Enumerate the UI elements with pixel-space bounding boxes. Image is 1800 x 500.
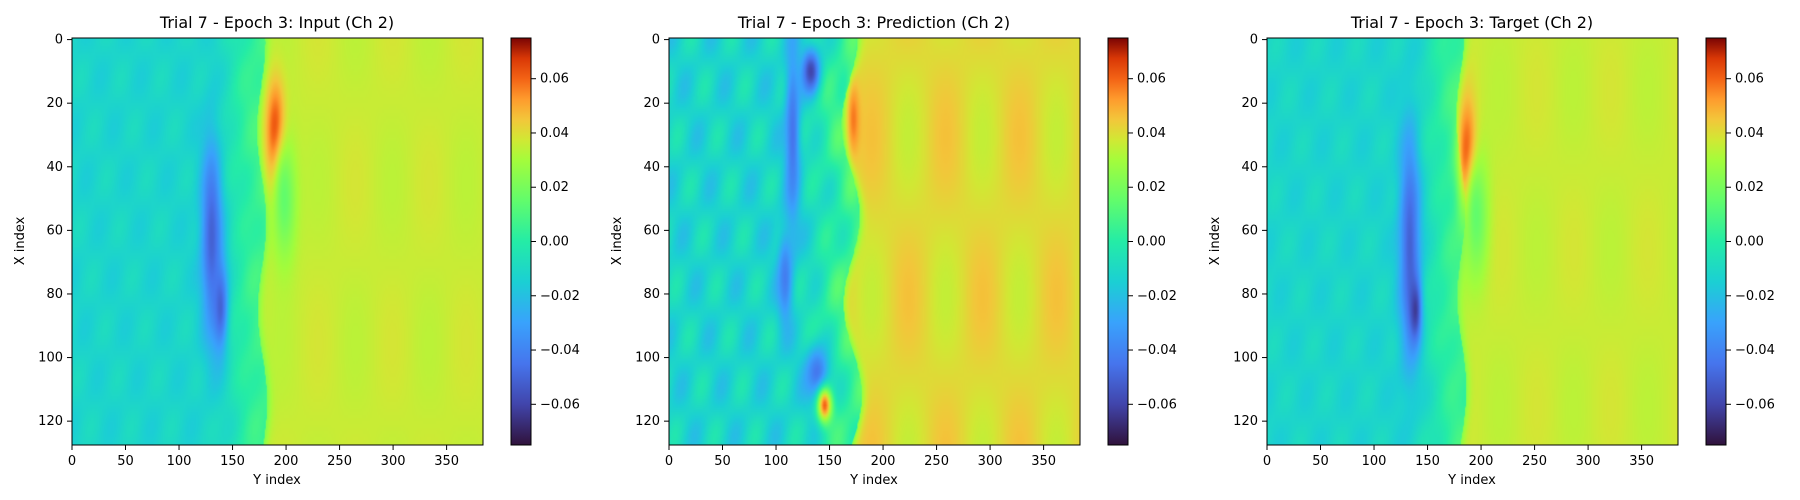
colorbar: [1706, 38, 1726, 445]
x-tick-label: 150: [220, 454, 245, 469]
colorbar-tick-label: 0.00: [540, 235, 569, 250]
heatmap-panel-target: Trial 7 - Epoch 3: Target (Ch 2) Y index…: [1208, 13, 1775, 488]
x-tick-label: 50: [117, 454, 134, 469]
x-ticks: 0 50 100 150 200 250 300 350: [1263, 445, 1654, 469]
y-tick-label: 120: [1233, 414, 1258, 429]
x-tick-label: 250: [1522, 454, 1547, 469]
x-axis-label: Y index: [1447, 473, 1496, 488]
y-tick-label: 100: [635, 351, 660, 366]
colorbar-ticks: 0.06 0.04 0.02 0.00 −0.02 −0.04 −0.06: [1726, 72, 1775, 412]
x-ticks: 0 50 100 150 200 250 300 350: [665, 445, 1056, 469]
x-tick-label: 200: [1469, 454, 1494, 469]
y-tick-label: 20: [1241, 96, 1258, 111]
colorbar-tick-label: −0.02: [1137, 289, 1177, 304]
y-tick-label: 0: [55, 33, 63, 48]
x-tick-label: 0: [1263, 454, 1271, 469]
x-tick-label: 150: [817, 454, 842, 469]
x-tick-label: 200: [871, 454, 896, 469]
plot-frame: [71, 37, 484, 446]
y-tick-label: 120: [38, 414, 63, 429]
y-tick-label: 60: [46, 223, 63, 238]
colorbar: [1108, 38, 1128, 445]
x-tick-label: 350: [1031, 454, 1056, 469]
colorbar-tick-label: 0.02: [1137, 180, 1166, 195]
x-ticks: 0 50 100 150 200 250 300 350: [68, 445, 459, 469]
x-tick-label: 0: [68, 454, 76, 469]
y-tick-label: 40: [1241, 160, 1258, 175]
colorbar-tick-label: −0.04: [1137, 343, 1177, 358]
heatmap-image: [669, 38, 1080, 445]
x-axis-label: Y index: [849, 473, 898, 488]
y-axis-label: X index: [610, 216, 625, 265]
x-tick-label: 350: [1629, 454, 1654, 469]
heatmap-panel-prediction: Trial 7 - Epoch 3: Prediction (Ch 2) Y i…: [610, 13, 1177, 488]
y-tick-label: 20: [643, 96, 660, 111]
y-tick-label: 40: [643, 160, 660, 175]
y-tick-label: 40: [46, 160, 63, 175]
x-tick-label: 100: [1362, 454, 1387, 469]
y-ticks: 0 20 40 60 80 100 120: [635, 33, 669, 429]
colorbar-ticks: 0.06 0.04 0.02 0.00 −0.02 −0.04 −0.06: [1128, 72, 1177, 412]
colorbar-tick-label: 0.02: [1735, 180, 1764, 195]
heatmap-panel-input: Trial 7 - Epoch 3: Input (Ch 2) Y index …: [13, 13, 580, 488]
y-tick-label: 0: [652, 33, 660, 48]
y-axis-label: X index: [1208, 216, 1223, 265]
x-tick-label: 200: [274, 454, 299, 469]
colorbar-tick-label: 0.00: [1735, 235, 1764, 250]
y-tick-label: 120: [635, 414, 660, 429]
colorbar-tick-label: 0.00: [1137, 235, 1166, 250]
y-tick-label: 80: [1241, 287, 1258, 302]
x-tick-label: 50: [1312, 454, 1329, 469]
y-axis-label: X index: [13, 216, 28, 265]
x-axis-label: Y index: [252, 473, 301, 488]
y-ticks: 0 20 40 60 80 100 120: [38, 33, 72, 429]
colorbar-tick-label: 0.04: [540, 126, 569, 141]
plot-frame: [668, 37, 1081, 446]
heatmap-image: [1267, 38, 1678, 445]
y-tick-label: 80: [46, 287, 63, 302]
colorbar-tick-label: −0.06: [1735, 397, 1775, 412]
x-tick-label: 250: [327, 454, 352, 469]
x-tick-label: 300: [381, 454, 406, 469]
y-tick-label: 0: [1250, 33, 1258, 48]
x-tick-label: 300: [1576, 454, 1601, 469]
colorbar-tick-label: −0.04: [540, 343, 580, 358]
panel-title: Trial 7 - Epoch 3: Target (Ch 2): [1350, 13, 1593, 32]
y-tick-label: 60: [643, 223, 660, 238]
x-tick-label: 50: [714, 454, 731, 469]
colorbar-tick-label: 0.06: [540, 72, 569, 87]
y-tick-label: 100: [1233, 351, 1258, 366]
colorbar-tick-label: 0.04: [1137, 126, 1166, 141]
colorbar-tick-label: 0.04: [1735, 126, 1764, 141]
x-tick-label: 0: [665, 454, 673, 469]
y-ticks: 0 20 40 60 80 100 120: [1233, 33, 1267, 429]
colorbar-tick-label: −0.02: [1735, 289, 1775, 304]
heatmap-image: [72, 38, 483, 445]
colorbar-tick-label: 0.06: [1735, 72, 1764, 87]
x-tick-label: 100: [167, 454, 192, 469]
x-tick-label: 150: [1415, 454, 1440, 469]
x-tick-label: 350: [434, 454, 459, 469]
colorbar-ticks: 0.06 0.04 0.02 0.00 −0.02 −0.04 −0.06: [531, 72, 580, 412]
x-tick-label: 300: [978, 454, 1003, 469]
panel-title: Trial 7 - Epoch 3: Prediction (Ch 2): [737, 13, 1010, 32]
y-tick-label: 100: [38, 351, 63, 366]
y-tick-label: 60: [1241, 223, 1258, 238]
x-tick-label: 100: [764, 454, 789, 469]
colorbar-tick-label: −0.06: [540, 397, 580, 412]
colorbar-tick-label: 0.02: [540, 180, 569, 195]
colorbar: [511, 38, 531, 445]
colorbar-tick-label: −0.02: [540, 289, 580, 304]
plot-frame: [1266, 37, 1679, 446]
y-tick-label: 80: [643, 287, 660, 302]
panel-title: Trial 7 - Epoch 3: Input (Ch 2): [159, 13, 394, 32]
colorbar-tick-label: −0.06: [1137, 397, 1177, 412]
colorbar-tick-label: 0.06: [1137, 72, 1166, 87]
x-tick-label: 250: [924, 454, 949, 469]
colorbar-tick-label: −0.04: [1735, 343, 1775, 358]
y-tick-label: 20: [46, 96, 63, 111]
